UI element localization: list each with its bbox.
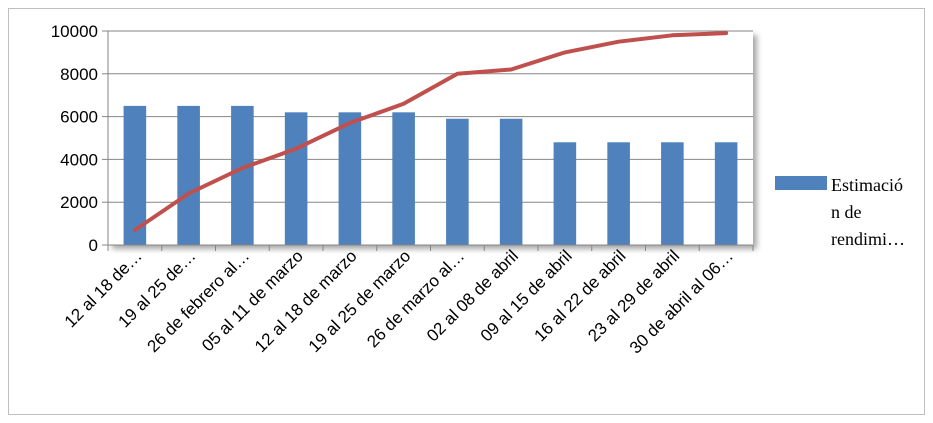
y-tick-label: 10000 (51, 22, 98, 41)
x-category-label: 23 al 29 de abril (584, 246, 683, 345)
line-series-path (132, 31, 729, 232)
bar (123, 105, 147, 246)
bar (446, 118, 469, 245)
bar (284, 112, 308, 245)
y-tick-label: 0 (89, 236, 98, 255)
bar (714, 142, 738, 245)
x-category-label: 09 al 15 de abril (477, 246, 576, 345)
line-series (132, 31, 729, 232)
bar (231, 105, 254, 246)
x-category-label: 02 al 08 de abril (423, 246, 522, 345)
legend-swatch (775, 176, 827, 190)
legend: Estimació n de rendimi… (775, 175, 905, 249)
bar (338, 112, 362, 245)
y-tick-label: 8000 (60, 65, 98, 84)
x-category-label: 19 al 25 de marzo (305, 246, 415, 356)
bar (177, 105, 200, 246)
bar-series (123, 105, 738, 246)
y-tick-label: 2000 (60, 193, 98, 212)
bar (392, 112, 415, 245)
bar (607, 142, 630, 245)
x-category-label: 26 de febrero al… (144, 246, 254, 356)
x-category-label: 05 al 11 de marzo (198, 246, 307, 355)
bar (661, 142, 684, 245)
legend-label-line-2: n de (831, 202, 862, 222)
legend-label-line-3: rendimi… (831, 229, 905, 249)
y-tick-label: 6000 (60, 108, 98, 127)
bar (499, 118, 523, 245)
x-category-label: 26 de marzo al… (363, 246, 468, 351)
x-category-label: 12 al 18 de marzo (251, 246, 361, 356)
legend-label-line-1: Estimació (831, 175, 903, 195)
gridlines (108, 30, 753, 203)
bar (553, 142, 577, 245)
plot-area (108, 31, 753, 245)
y-tick-label: 4000 (60, 150, 98, 169)
x-category-label: 30 de abril al 06… (626, 246, 737, 357)
x-category-label: 16 al 22 de abril (530, 246, 629, 345)
